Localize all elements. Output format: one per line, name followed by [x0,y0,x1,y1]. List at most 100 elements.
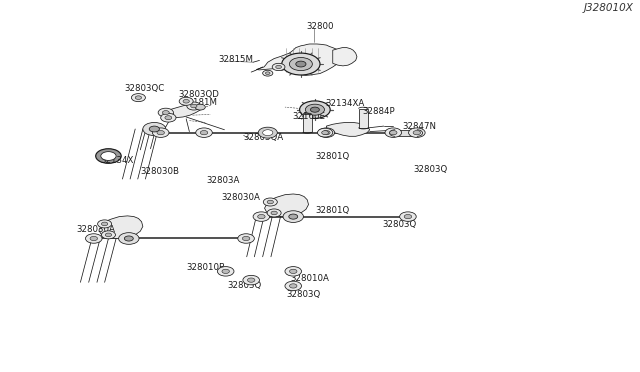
Circle shape [102,222,108,226]
Circle shape [248,278,255,282]
Circle shape [317,128,333,137]
Circle shape [390,131,397,135]
Circle shape [263,198,277,206]
Circle shape [318,128,335,137]
Circle shape [90,236,97,241]
Circle shape [289,269,297,273]
Circle shape [271,211,277,215]
Circle shape [157,131,164,135]
Circle shape [243,275,259,285]
Circle shape [253,212,269,221]
Circle shape [296,61,306,67]
Text: 328010B: 328010B [186,263,225,272]
Circle shape [282,53,320,75]
Circle shape [158,108,173,117]
Text: 328030A: 328030A [221,193,260,202]
Circle shape [283,211,303,222]
Circle shape [165,116,172,120]
Circle shape [149,126,159,132]
Circle shape [305,104,324,115]
Text: 328030A: 328030A [77,225,115,234]
Circle shape [238,234,254,243]
Circle shape [289,58,312,71]
Circle shape [323,131,330,135]
Text: 32803Q: 32803Q [413,166,447,174]
Text: 32801Q: 32801Q [315,206,349,215]
Text: 32803QA: 32803QA [244,132,284,141]
Text: 32803Q: 32803Q [228,282,262,291]
Circle shape [399,212,416,221]
Circle shape [196,128,212,137]
Text: 32884P: 32884P [363,107,396,116]
Circle shape [187,102,201,110]
Circle shape [118,232,139,244]
Text: 32134X: 32134X [100,156,134,165]
Text: 32160E: 32160E [292,112,325,122]
Text: 32803A: 32803A [206,176,239,185]
Circle shape [218,267,234,276]
Text: 32800: 32800 [306,22,333,31]
Polygon shape [326,122,370,136]
Circle shape [135,96,141,99]
Circle shape [289,214,298,219]
Circle shape [163,110,169,115]
Circle shape [285,267,301,276]
Circle shape [404,215,412,219]
Circle shape [161,113,176,122]
Circle shape [385,128,401,137]
Circle shape [276,65,282,68]
Circle shape [267,200,273,204]
Polygon shape [161,104,202,118]
Circle shape [101,231,115,239]
Circle shape [222,269,229,273]
Circle shape [106,233,111,237]
Polygon shape [303,115,312,132]
Circle shape [267,209,281,217]
Text: 32803QD: 32803QD [179,90,220,99]
Circle shape [179,97,193,105]
Circle shape [96,149,121,163]
Circle shape [300,101,330,118]
Circle shape [262,70,273,76]
Circle shape [131,94,145,102]
Text: 32801Q: 32801Q [315,151,349,161]
Circle shape [200,131,208,135]
Polygon shape [264,194,308,217]
Circle shape [98,220,111,228]
Polygon shape [99,216,143,238]
Text: 328010A: 328010A [291,274,330,283]
Circle shape [243,236,250,241]
Polygon shape [358,109,368,128]
Text: 32803Q: 32803Q [383,220,417,229]
Circle shape [258,127,277,138]
Polygon shape [333,48,357,66]
Circle shape [100,152,116,160]
Circle shape [258,215,265,219]
Text: 32134XA: 32134XA [325,99,364,108]
Text: 32181M: 32181M [182,98,218,107]
Circle shape [86,234,102,243]
Text: 328030B: 328030B [140,167,179,176]
Circle shape [195,104,205,110]
Text: 32803Q: 32803Q [287,290,321,299]
Polygon shape [256,44,344,76]
Circle shape [285,281,301,291]
Text: 32803QC: 32803QC [124,84,164,93]
Circle shape [152,128,169,137]
Circle shape [289,284,297,288]
Circle shape [262,130,273,135]
Circle shape [272,63,285,71]
Circle shape [191,104,197,108]
Text: 32847N: 32847N [403,122,437,131]
Circle shape [266,72,270,74]
Circle shape [413,131,420,135]
Circle shape [322,131,328,135]
Circle shape [124,236,133,241]
Text: J328010X: J328010X [584,3,634,13]
Circle shape [310,107,319,112]
Circle shape [408,128,425,137]
Polygon shape [395,130,417,136]
Text: 32815M: 32815M [218,55,253,64]
Circle shape [183,99,189,103]
Circle shape [143,122,166,135]
